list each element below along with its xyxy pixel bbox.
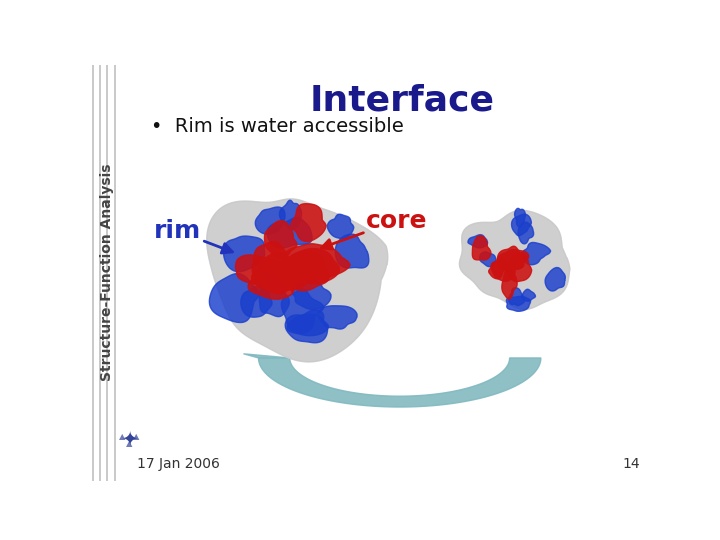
Text: •  Rim is water accessible: • Rim is water accessible <box>151 117 404 136</box>
Text: Structure-Function Analysis: Structure-Function Analysis <box>100 164 114 381</box>
Text: 14: 14 <box>622 457 639 471</box>
Polygon shape <box>292 280 331 309</box>
Polygon shape <box>235 255 292 286</box>
Polygon shape <box>251 263 308 290</box>
Polygon shape <box>459 211 570 309</box>
Polygon shape <box>258 252 292 293</box>
Polygon shape <box>207 199 387 362</box>
Polygon shape <box>518 222 534 244</box>
Polygon shape <box>256 207 285 234</box>
Polygon shape <box>243 354 289 358</box>
Text: rim: rim <box>154 219 233 253</box>
Polygon shape <box>491 259 515 281</box>
Polygon shape <box>509 288 525 306</box>
Text: 17 Jan 2006: 17 Jan 2006 <box>138 457 220 471</box>
Polygon shape <box>240 285 272 317</box>
Polygon shape <box>472 236 491 260</box>
Polygon shape <box>207 199 387 362</box>
Polygon shape <box>248 278 296 299</box>
Text: ▲: ▲ <box>132 433 139 441</box>
Polygon shape <box>279 200 302 230</box>
Polygon shape <box>521 289 536 301</box>
Polygon shape <box>318 306 357 329</box>
Polygon shape <box>282 244 350 279</box>
Polygon shape <box>511 214 531 235</box>
Polygon shape <box>252 241 291 294</box>
Polygon shape <box>267 218 312 248</box>
Polygon shape <box>506 296 531 311</box>
Polygon shape <box>287 314 328 336</box>
Polygon shape <box>259 273 289 316</box>
Polygon shape <box>545 267 565 291</box>
Polygon shape <box>291 204 326 241</box>
Polygon shape <box>480 252 495 267</box>
Polygon shape <box>285 251 329 291</box>
Polygon shape <box>258 358 541 407</box>
Polygon shape <box>497 249 528 271</box>
Polygon shape <box>489 262 503 279</box>
Text: core: core <box>322 209 428 249</box>
Polygon shape <box>507 253 531 282</box>
Text: ✦: ✦ <box>121 429 138 449</box>
Text: ▲: ▲ <box>126 438 132 448</box>
Polygon shape <box>224 236 264 272</box>
Polygon shape <box>502 267 517 299</box>
Polygon shape <box>459 211 570 309</box>
Polygon shape <box>210 274 259 322</box>
Polygon shape <box>282 289 324 333</box>
Polygon shape <box>285 310 328 343</box>
Polygon shape <box>515 208 526 227</box>
Polygon shape <box>264 221 297 258</box>
Text: ▲: ▲ <box>119 433 125 441</box>
Polygon shape <box>498 246 524 271</box>
Polygon shape <box>328 214 354 239</box>
Polygon shape <box>521 242 551 265</box>
Polygon shape <box>468 235 487 248</box>
Polygon shape <box>336 234 369 268</box>
Polygon shape <box>278 248 340 284</box>
Text: Interface: Interface <box>310 84 495 118</box>
